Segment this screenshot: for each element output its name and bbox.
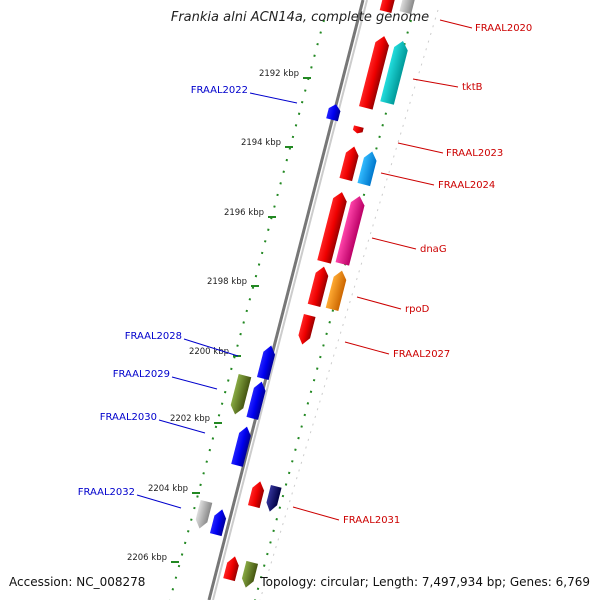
gene-label-leader [292, 506, 340, 521]
gene-label-leader [249, 92, 298, 104]
strand-track-inner [254, 19, 412, 601]
scale-tick-label: 2200 kbp [189, 347, 229, 357]
scale-tick-label: 2194 kbp [241, 138, 281, 148]
gene-arrow[interactable] [325, 269, 349, 311]
gene-label[interactable]: rpoD [405, 304, 430, 315]
gene-label[interactable]: FRAAL2022 [191, 85, 248, 96]
gene-layer [194, 0, 416, 589]
gene-arrow[interactable] [317, 190, 348, 264]
gene-label[interactable]: FRAAL2020 [475, 23, 532, 34]
gene-arrow[interactable] [209, 508, 228, 537]
genome-backbone [207, 0, 365, 601]
gene-label-leader [356, 296, 402, 310]
scale-tick-label: 2196 kbp [224, 208, 264, 218]
gene-label[interactable]: FRAAL2023 [446, 148, 503, 159]
gene-arrow[interactable] [357, 150, 378, 187]
gene-label-leader [183, 338, 239, 357]
gene-label-leader [397, 142, 444, 154]
strand-track-outer [259, 9, 439, 601]
gene-label[interactable]: FRAAL2031 [343, 515, 400, 526]
scale-tick-label: 2204 kbp [148, 484, 188, 494]
gene-arrow[interactable] [307, 265, 331, 307]
gene-label[interactable]: FRAAL2027 [393, 349, 450, 360]
map-title: Frankia alni ACN14a, complete genome [170, 10, 430, 25]
gene-arrow[interactable] [229, 374, 252, 416]
gene-arrow[interactable] [335, 194, 367, 266]
gene-label[interactable]: FRAAL2032 [78, 487, 135, 498]
gene-arrow[interactable] [194, 499, 213, 530]
tick-layer: 2192 kbp 2194 kbp 2196 kbp 2198 kbp 2200 kbp… [127, 69, 311, 563]
gene-label-leader [412, 78, 459, 88]
genome-backbone-inner [212, 0, 368, 601]
gene-arrow[interactable] [231, 425, 253, 467]
gene-arrow[interactable] [296, 313, 316, 346]
scale-tick-label: 2202 kbp [170, 414, 210, 424]
gene-arrow[interactable] [399, 0, 416, 15]
gene-arrow[interactable] [339, 145, 360, 182]
gene-arrow[interactable] [359, 34, 391, 110]
gene-arrow[interactable] [246, 380, 267, 420]
gene-arrow[interactable] [380, 39, 409, 105]
gene-arrow[interactable] [326, 103, 342, 122]
scale-tick-label: 2198 kbp [207, 277, 247, 287]
gene-arrow[interactable] [256, 344, 277, 380]
scale-tick-label: 2206 kbp [127, 553, 167, 563]
gene-label-leader [344, 341, 390, 355]
gene-label[interactable]: tktB [462, 82, 483, 93]
accession-text: Accession: NC_008278 [9, 575, 146, 589]
scale-tick-label: 2192 kbp [259, 69, 299, 79]
gene-label[interactable]: FRAAL2029 [113, 369, 170, 380]
gene-label-leader [439, 19, 473, 29]
gene-label[interactable]: FRAAL2024 [438, 180, 495, 191]
gene-arrow[interactable] [223, 555, 241, 582]
gene-label-layer: FRAAL2020 tktB FRAAL2022 FRAAL2023 FRAAL2024… [78, 19, 532, 526]
gene-label[interactable]: FRAAL2030 [100, 412, 157, 423]
scale-track [169, 19, 325, 601]
gene-label-leader [158, 419, 206, 434]
gene-arrow[interactable] [379, 0, 399, 14]
genome-summary-text: Topology: circular; Length: 7,497,934 bp… [260, 575, 590, 589]
gene-arrow[interactable] [247, 480, 266, 509]
gene-label-leader [371, 237, 417, 250]
gene-label[interactable]: dnaG [420, 244, 447, 255]
gene-label-leader [136, 494, 182, 509]
gene-arrow[interactable] [264, 485, 282, 513]
gene-arrow[interactable] [240, 560, 259, 589]
gene-label-leader [380, 172, 435, 186]
gene-label-leader [171, 376, 218, 390]
gene-label[interactable]: FRAAL2028 [125, 331, 182, 342]
gene-arrow[interactable] [352, 125, 364, 134]
